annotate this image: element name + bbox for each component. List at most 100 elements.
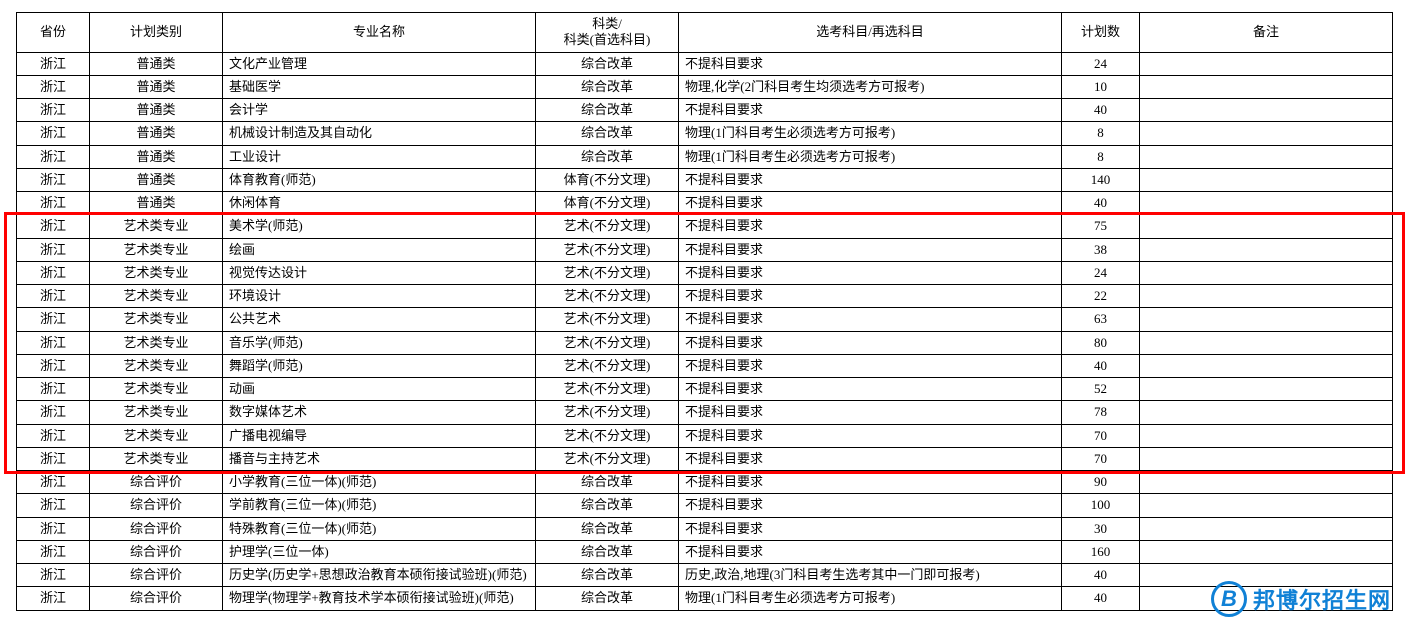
cell-count: 40 <box>1062 564 1140 587</box>
table-row: 浙江普通类基础医学综合改革物理,化学(2门科目考生均须选考方可报考)10 <box>17 75 1393 98</box>
table-row: 浙江艺术类专业绘画艺术(不分文理)不提科目要求38 <box>17 238 1393 261</box>
cell-requirement: 不提科目要求 <box>679 261 1062 284</box>
cell-requirement: 不提科目要求 <box>679 99 1062 122</box>
cell-subject: 艺术(不分文理) <box>536 378 679 401</box>
cell-subject: 综合改革 <box>536 540 679 563</box>
cell-requirement: 不提科目要求 <box>679 331 1062 354</box>
cell-requirement: 历史,政治,地理(3门科目考生选考其中一门即可报考) <box>679 564 1062 587</box>
cell-major: 学前教育(三位一体)(师范) <box>223 494 536 517</box>
cell-requirement: 不提科目要求 <box>679 471 1062 494</box>
table-row: 浙江艺术类专业音乐学(师范)艺术(不分文理)不提科目要求80 <box>17 331 1393 354</box>
cell-requirement: 不提科目要求 <box>679 401 1062 424</box>
cell-province: 浙江 <box>17 424 90 447</box>
cell-subject: 综合改革 <box>536 587 679 610</box>
cell-subject: 综合改革 <box>536 494 679 517</box>
cell-province: 浙江 <box>17 238 90 261</box>
cell-count: 90 <box>1062 471 1140 494</box>
cell-note <box>1140 354 1393 377</box>
table-row: 浙江艺术类专业广播电视编导艺术(不分文理)不提科目要求70 <box>17 424 1393 447</box>
cell-note <box>1140 401 1393 424</box>
cell-subject: 综合改革 <box>536 52 679 75</box>
cell-major: 休闲体育 <box>223 192 536 215</box>
cell-subject: 艺术(不分文理) <box>536 238 679 261</box>
cell-plan-type: 普通类 <box>90 168 223 191</box>
cell-count: 80 <box>1062 331 1140 354</box>
cell-count: 75 <box>1062 215 1140 238</box>
cell-count: 100 <box>1062 494 1140 517</box>
cell-note <box>1140 424 1393 447</box>
cell-province: 浙江 <box>17 52 90 75</box>
cell-plan-type: 艺术类专业 <box>90 215 223 238</box>
cell-subject: 综合改革 <box>536 75 679 98</box>
cell-subject: 体育(不分文理) <box>536 168 679 191</box>
cell-note <box>1140 122 1393 145</box>
table-row: 浙江综合评价历史学(历史学+思想政治教育本硕衔接试验班)(师范)综合改革历史,政… <box>17 564 1393 587</box>
cell-count: 70 <box>1062 424 1140 447</box>
table-row: 浙江综合评价护理学(三位一体)综合改革不提科目要求160 <box>17 540 1393 563</box>
cell-requirement: 物理(1门科目考生必须选考方可报考) <box>679 145 1062 168</box>
cell-province: 浙江 <box>17 261 90 284</box>
cell-subject: 综合改革 <box>536 99 679 122</box>
cell-major: 文化产业管理 <box>223 52 536 75</box>
cell-province: 浙江 <box>17 564 90 587</box>
cell-major: 环境设计 <box>223 285 536 308</box>
cell-requirement: 不提科目要求 <box>679 168 1062 191</box>
cell-count: 70 <box>1062 447 1140 470</box>
header-major: 专业名称 <box>223 13 536 53</box>
cell-requirement: 不提科目要求 <box>679 540 1062 563</box>
cell-major: 绘画 <box>223 238 536 261</box>
cell-province: 浙江 <box>17 471 90 494</box>
cell-province: 浙江 <box>17 122 90 145</box>
cell-plan-type: 普通类 <box>90 122 223 145</box>
cell-note <box>1140 587 1393 610</box>
cell-subject: 艺术(不分文理) <box>536 354 679 377</box>
cell-note <box>1140 471 1393 494</box>
cell-province: 浙江 <box>17 517 90 540</box>
cell-note <box>1140 192 1393 215</box>
table-row: 浙江艺术类专业数字媒体艺术艺术(不分文理)不提科目要求78 <box>17 401 1393 424</box>
table-row: 浙江艺术类专业环境设计艺术(不分文理)不提科目要求22 <box>17 285 1393 308</box>
cell-major: 动画 <box>223 378 536 401</box>
cell-subject: 艺术(不分文理) <box>536 285 679 308</box>
cell-plan-type: 综合评价 <box>90 494 223 517</box>
cell-subject: 综合改革 <box>536 122 679 145</box>
cell-requirement: 不提科目要求 <box>679 285 1062 308</box>
cell-plan-type: 艺术类专业 <box>90 447 223 470</box>
cell-requirement: 不提科目要求 <box>679 494 1062 517</box>
cell-major: 公共艺术 <box>223 308 536 331</box>
cell-count: 8 <box>1062 145 1140 168</box>
cell-major: 音乐学(师范) <box>223 331 536 354</box>
cell-major: 视觉传达设计 <box>223 261 536 284</box>
cell-plan-type: 普通类 <box>90 75 223 98</box>
cell-plan-type: 综合评价 <box>90 564 223 587</box>
cell-count: 52 <box>1062 378 1140 401</box>
cell-requirement: 不提科目要求 <box>679 192 1062 215</box>
cell-count: 40 <box>1062 192 1140 215</box>
header-plan-type: 计划类别 <box>90 13 223 53</box>
cell-requirement: 不提科目要求 <box>679 517 1062 540</box>
cell-plan-type: 综合评价 <box>90 540 223 563</box>
cell-count: 38 <box>1062 238 1140 261</box>
cell-major: 物理学(物理学+教育技术学本硕衔接试验班)(师范) <box>223 587 536 610</box>
table-row: 浙江综合评价物理学(物理学+教育技术学本硕衔接试验班)(师范)综合改革物理(1门… <box>17 587 1393 610</box>
cell-province: 浙江 <box>17 215 90 238</box>
cell-plan-type: 艺术类专业 <box>90 401 223 424</box>
cell-plan-type: 综合评价 <box>90 471 223 494</box>
table-row: 浙江普通类休闲体育体育(不分文理)不提科目要求40 <box>17 192 1393 215</box>
cell-province: 浙江 <box>17 401 90 424</box>
cell-province: 浙江 <box>17 99 90 122</box>
cell-plan-type: 艺术类专业 <box>90 238 223 261</box>
cell-province: 浙江 <box>17 494 90 517</box>
table-row: 浙江艺术类专业动画艺术(不分文理)不提科目要求52 <box>17 378 1393 401</box>
cell-subject: 艺术(不分文理) <box>536 308 679 331</box>
cell-count: 8 <box>1062 122 1140 145</box>
cell-major: 舞蹈学(师范) <box>223 354 536 377</box>
cell-province: 浙江 <box>17 192 90 215</box>
cell-requirement: 不提科目要求 <box>679 52 1062 75</box>
cell-note <box>1140 238 1393 261</box>
header-requirement: 选考科目/再选科目 <box>679 13 1062 53</box>
cell-plan-type: 艺术类专业 <box>90 354 223 377</box>
cell-province: 浙江 <box>17 587 90 610</box>
table-row: 浙江艺术类专业美术学(师范)艺术(不分文理)不提科目要求75 <box>17 215 1393 238</box>
cell-count: 140 <box>1062 168 1140 191</box>
